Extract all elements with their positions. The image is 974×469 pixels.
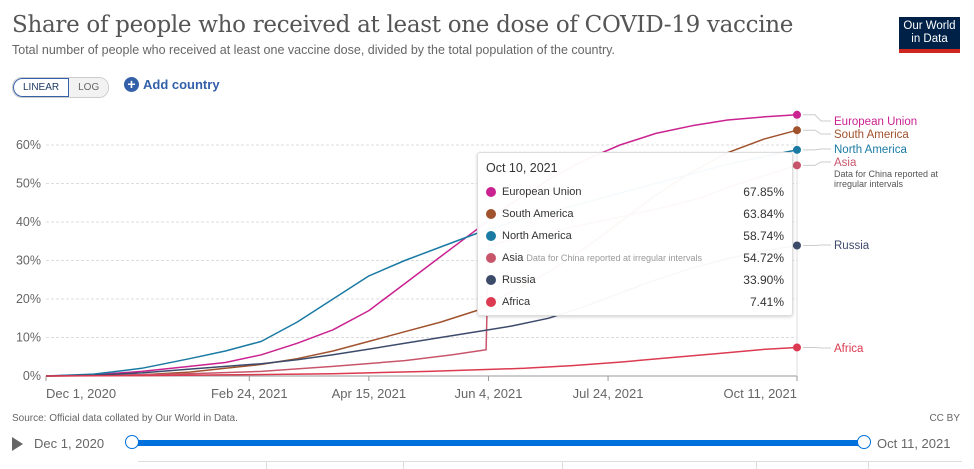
y-tick-label: 50%	[16, 177, 41, 191]
series-end-marker	[793, 161, 801, 169]
series-end-marker	[793, 241, 801, 249]
timeline-start-label: Dec 1, 2020	[34, 436, 104, 451]
timeline-track[interactable]	[132, 440, 864, 446]
label-connector	[803, 115, 831, 121]
x-tick-label: Feb 24, 2021	[211, 386, 288, 401]
series-end-label: Russia	[834, 240, 870, 252]
y-tick-label: 40%	[16, 215, 41, 229]
series-color-dot	[486, 253, 496, 263]
y-tick-label: 10%	[16, 331, 41, 345]
series-end-marker	[793, 343, 801, 351]
series-end-marker	[793, 146, 801, 154]
source-note: Source: Official data collated by Our Wo…	[12, 413, 238, 424]
series-color-dot	[486, 275, 496, 285]
series-end-marker	[793, 111, 801, 119]
timeline-end-label: Oct 11, 2021	[877, 436, 950, 451]
y-tick-label: 60%	[16, 138, 41, 152]
tooltip-row: South America 63.84%	[486, 206, 784, 222]
tooltip-value: 7.41%	[750, 295, 784, 309]
tooltip-series-name: South America	[502, 208, 574, 220]
x-tick-label: Dec 1, 2020	[46, 386, 116, 401]
y-axis-ticks: 0% 10% 20% 30% 40% 50% 60%	[16, 138, 41, 383]
tooltip-series-name: Russia	[502, 274, 536, 286]
tooltip-value: 58.74%	[743, 229, 784, 243]
tooltip-value: 67.85%	[743, 185, 784, 199]
license-link[interactable]: CC BY	[929, 413, 960, 424]
tooltip-series-name: European Union	[502, 186, 582, 198]
tooltip-row: Africa 7.41%	[486, 294, 784, 310]
x-tick-label: Oct 11, 2021	[724, 386, 797, 401]
series-end-marker	[793, 126, 801, 134]
label-connector	[803, 162, 831, 165]
tooltip-series-name: North America	[502, 230, 572, 242]
tooltip-value: 54.72%	[743, 251, 784, 265]
y-tick-label: 30%	[16, 254, 41, 268]
timeline: Dec 1, 2020 Oct 11, 2021	[12, 434, 962, 454]
hover-tooltip: Oct 10, 2021 European Union 67.85% South…	[477, 152, 793, 316]
series-end-label: South America	[834, 129, 909, 141]
x-tick-label: Jul 24, 2021	[573, 386, 644, 401]
tooltip-note: Data for China reported at irregular int…	[526, 253, 702, 263]
x-tick-label: Jun 4, 2021	[454, 386, 522, 401]
tooltip-series-name: Africa	[502, 296, 530, 308]
series-end-label: European Union	[834, 116, 917, 128]
x-tick-label: Apr 15, 2021	[332, 386, 406, 401]
timeline-end-handle[interactable]	[857, 435, 871, 449]
tooltip-date: Oct 10, 2021	[486, 161, 558, 175]
tooltip-series-name: Asia	[502, 252, 523, 264]
play-icon[interactable]	[12, 437, 23, 451]
label-connector	[803, 347, 831, 348]
series-end-label: Africa	[834, 343, 864, 355]
tooltip-row: North America 58.74%	[486, 228, 784, 244]
tooltip-row: European Union 67.85%	[486, 184, 784, 200]
series-color-dot	[486, 209, 496, 219]
series-color-dot	[486, 187, 496, 197]
y-tick-label: 20%	[16, 292, 41, 306]
y-tick-label: 0%	[23, 369, 41, 383]
tooltip-row: Russia 33.90%	[486, 272, 784, 288]
series-end-label: Asia	[834, 157, 857, 169]
label-connector	[803, 149, 831, 150]
series-color-dot	[486, 231, 496, 241]
tooltip-value: 63.84%	[743, 207, 784, 221]
label-connector	[803, 130, 831, 134]
series-end-note: irregular intervals	[834, 179, 904, 189]
series-end-note: Data for China reported at	[834, 169, 939, 179]
tooltip-value: 33.90%	[743, 273, 784, 287]
timeline-start-handle[interactable]	[125, 435, 139, 449]
series-color-dot	[486, 297, 496, 307]
series-end-label: North America	[834, 144, 907, 156]
